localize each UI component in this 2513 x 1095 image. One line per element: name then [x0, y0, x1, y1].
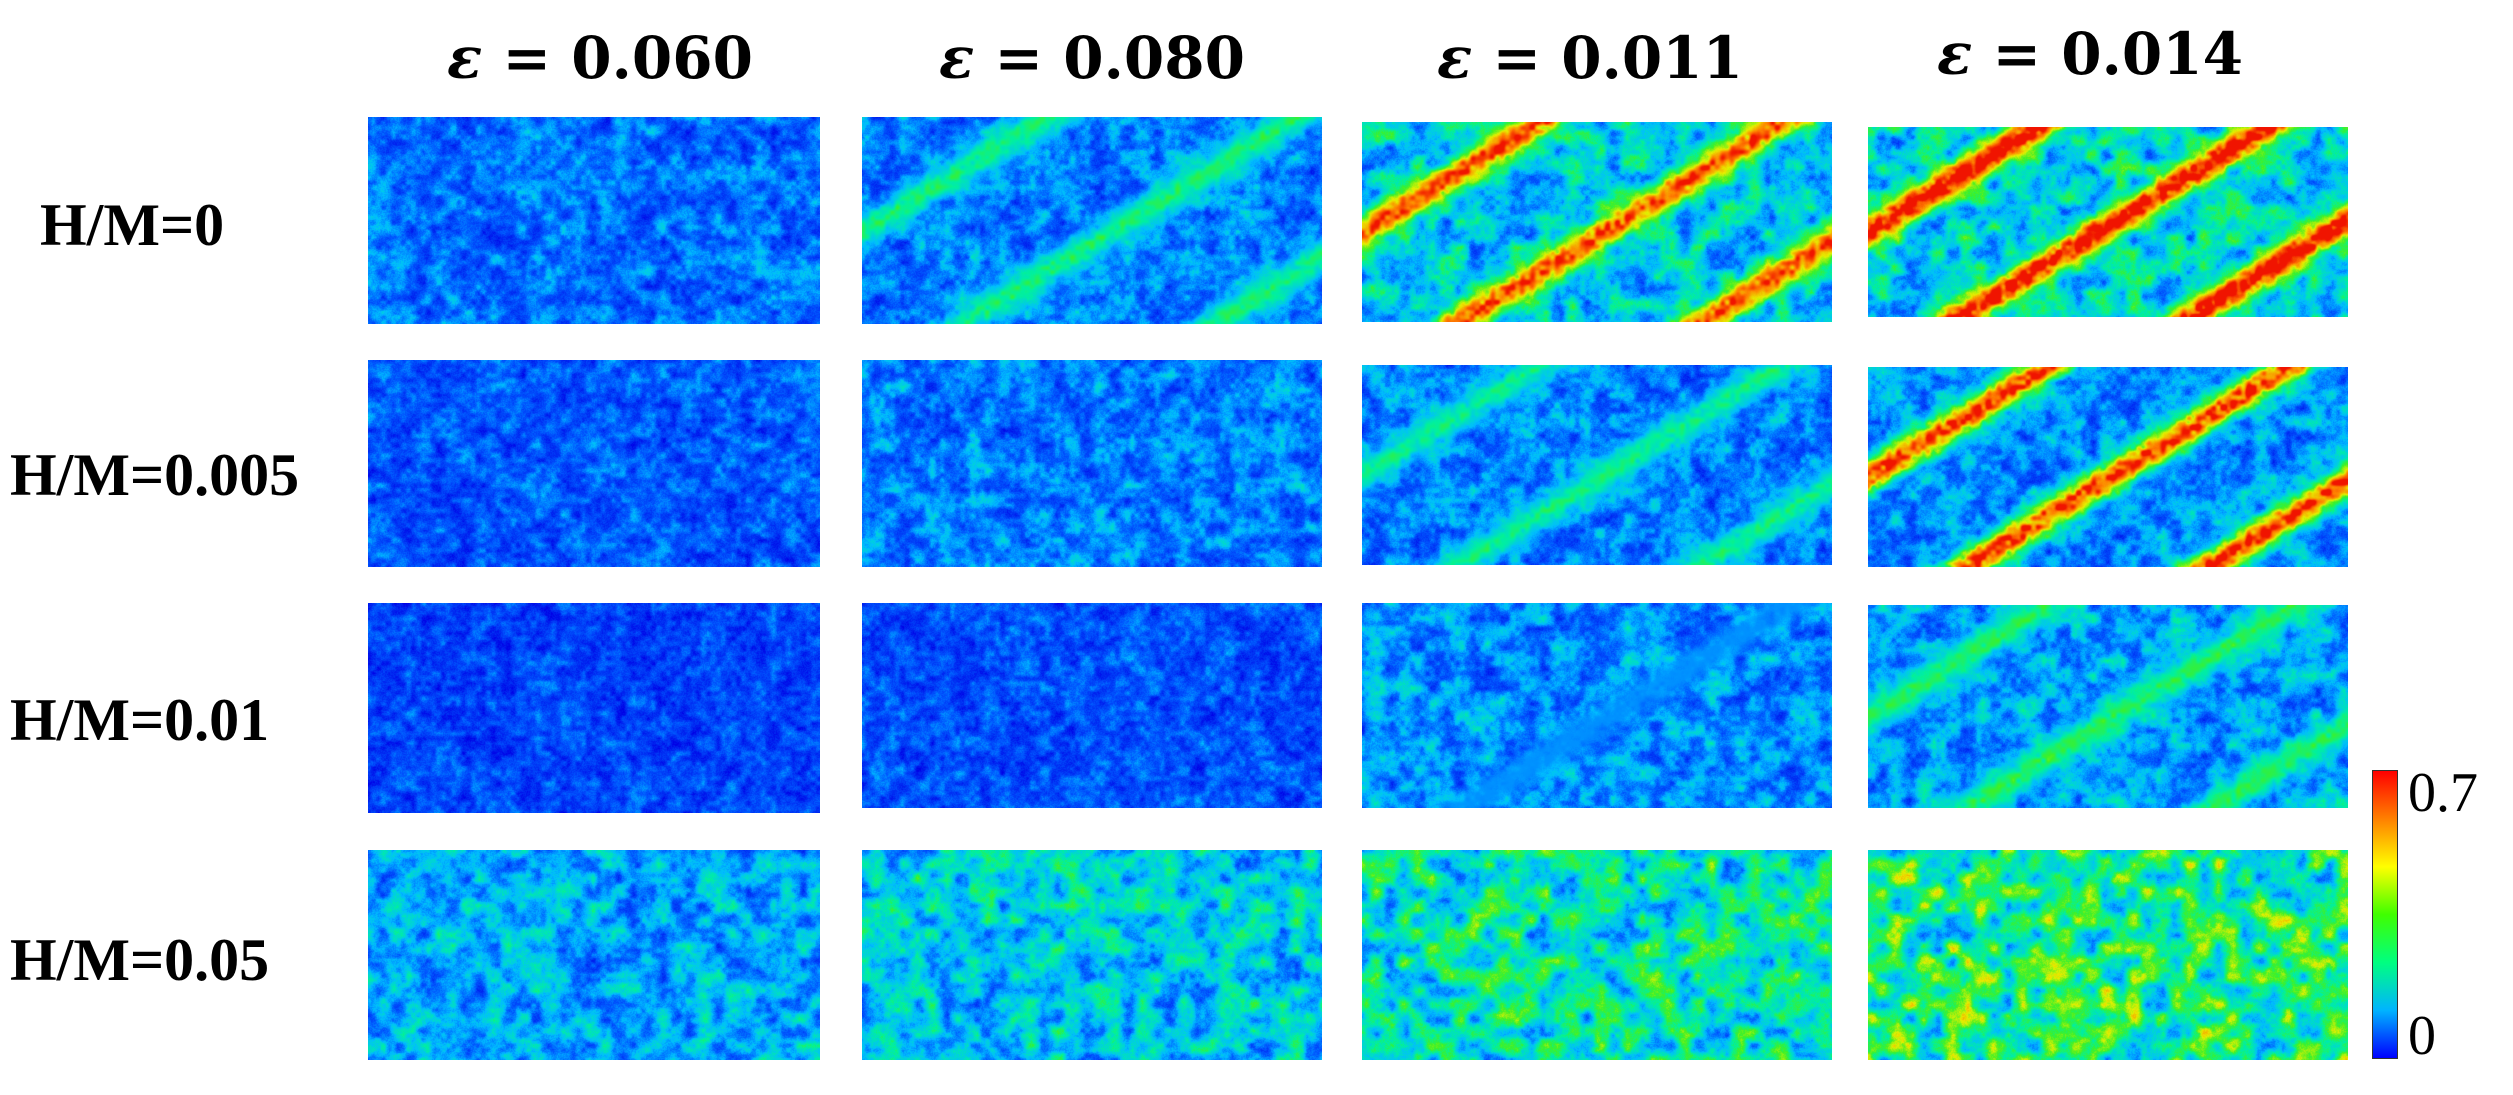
column-label-1: ε = 0.060 — [447, 24, 753, 92]
strain-panel-r2-c2 — [862, 360, 1322, 567]
strain-panel-r2-c4 — [1868, 367, 2348, 567]
strain-panel-r1-c3 — [1362, 122, 1832, 322]
strain-panel-r2-c3 — [1362, 365, 1832, 565]
row-label-1: H/M=0 — [40, 192, 225, 258]
column-label-3: ε = 0.011 — [1437, 24, 1743, 92]
column-label-2: ε = 0.080 — [939, 24, 1245, 92]
strain-panel-r1-c4 — [1868, 127, 2348, 317]
strain-panel-r1-c2 — [862, 117, 1322, 324]
strain-panel-r3-c2 — [862, 603, 1322, 808]
strain-panel-r4-c2 — [862, 850, 1322, 1060]
strain-panel-r3-c1 — [368, 603, 820, 813]
strain-panel-r3-c3 — [1362, 603, 1832, 808]
row-label-4: H/M=0.05 — [10, 927, 270, 993]
strain-panel-r1-c1 — [368, 117, 820, 324]
strain-panel-r2-c1 — [368, 360, 820, 567]
strain-panel-r3-c4 — [1868, 605, 2348, 808]
strain-panel-r4-c4 — [1868, 850, 2348, 1060]
colorbar — [2372, 770, 2398, 1059]
colorbar-min-label: 0 — [2408, 1005, 2436, 1067]
row-label-2: H/M=0.005 — [10, 442, 300, 508]
colorbar-max-label: 0.7 — [2408, 762, 2478, 824]
strain-panel-r4-c3 — [1362, 850, 1832, 1060]
column-label-4: ε = 0.014 — [1937, 20, 2243, 88]
row-label-3: H/M=0.01 — [10, 687, 270, 753]
strain-panel-r4-c1 — [368, 850, 820, 1060]
